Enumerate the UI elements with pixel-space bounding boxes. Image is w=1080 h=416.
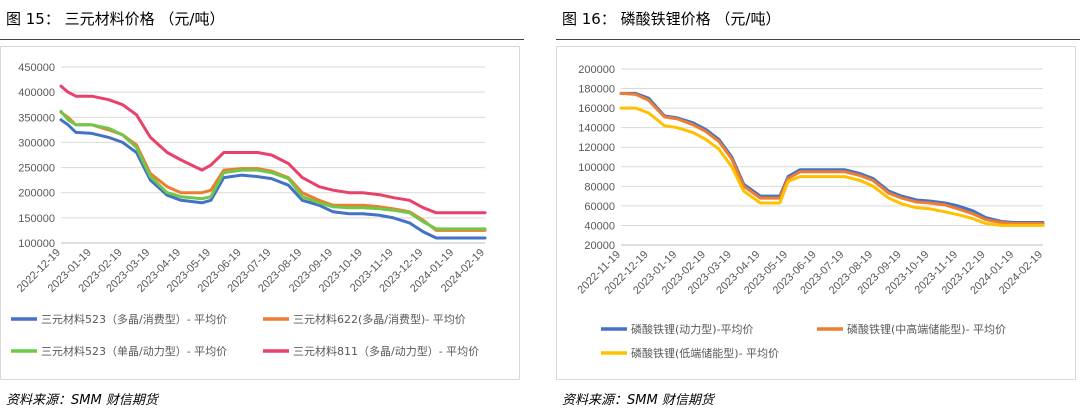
chart-frame: 100000 150000 200000 250000 300000 350000 4000…	[0, 46, 520, 380]
chart-panel-ternary: 图 15： 三元材料价格 （元/吨） 100000 150000 200000 250…	[0, 0, 524, 416]
chart-frame: 20000 40000 60000 80000 100000 120000 140000 16…	[556, 46, 1076, 380]
legend-label-1: 磷酸铁锂(动力型)-平均价	[631, 322, 754, 336]
y-tick-label: 350000	[18, 112, 55, 124]
y-tick-label: 200000	[578, 64, 615, 76]
y-tick-label: 400000	[18, 87, 55, 99]
series-line-1	[59, 118, 487, 240]
series-line-1	[619, 91, 1045, 224]
y-tick-label: 140000	[578, 123, 615, 135]
y-tick-label: 150000	[18, 213, 55, 225]
y-tick-label: 450000	[18, 62, 55, 74]
series-line-3	[619, 106, 1045, 227]
chart-panel-lfp: 图 16： 磷酸铁锂价格 （元/吨） 20000 40000 60000 80000 1…	[556, 0, 1080, 416]
y-tick-label: 250000	[18, 163, 55, 175]
y-tick-label: 100000	[578, 162, 615, 174]
ternary-price-chart: 100000 150000 200000 250000 300000 350000 4000…	[11, 62, 487, 358]
y-tick-label: 120000	[578, 142, 615, 154]
y-tick-label: 160000	[578, 103, 615, 115]
y-tick-label: 200000	[18, 188, 55, 200]
legend-label-2: 磷酸铁锂(中高端储能型)- 平均价	[847, 322, 1006, 336]
y-tick-label: 300000	[18, 137, 55, 149]
legend-label-3: 磷酸铁锂(低端储能型)- 平均价	[631, 346, 779, 360]
legend-label-2: 三元材料622(多晶/消费型)- 平均价	[293, 312, 466, 326]
y-tick-label: 40000	[584, 220, 615, 232]
series-line-2	[619, 91, 1045, 225]
y-tick-label: 20000	[584, 240, 615, 252]
source-note: 资料来源：SMM 财信期货	[6, 393, 158, 408]
lfp-price-chart: 20000 40000 60000 80000 100000 120000 140000 16…	[575, 64, 1045, 360]
series-line-3	[59, 109, 487, 231]
series-line-2	[59, 110, 487, 232]
y-tick-label: 180000	[578, 84, 615, 96]
y-tick-label: 100000	[18, 238, 55, 250]
source-note: 资料来源：SMM 财信期货	[562, 393, 714, 408]
y-tick-label: 80000	[584, 181, 615, 193]
figure-title: 图 16： 磷酸铁锂价格 （元/吨）	[562, 10, 781, 28]
series-line-4	[59, 84, 487, 215]
legend-label-3: 三元材料523（单晶/动力型）- 平均价	[41, 344, 227, 358]
title-rule	[0, 39, 524, 40]
y-tick-label: 60000	[584, 201, 615, 213]
legend-label-1: 三元材料523（多晶/消费型）- 平均价	[41, 312, 227, 326]
legend-label-4: 三元材料811（多晶/动力型）- 平均价	[293, 344, 479, 358]
title-rule	[556, 39, 1080, 40]
figure-title: 图 15： 三元材料价格 （元/吨）	[6, 10, 225, 28]
